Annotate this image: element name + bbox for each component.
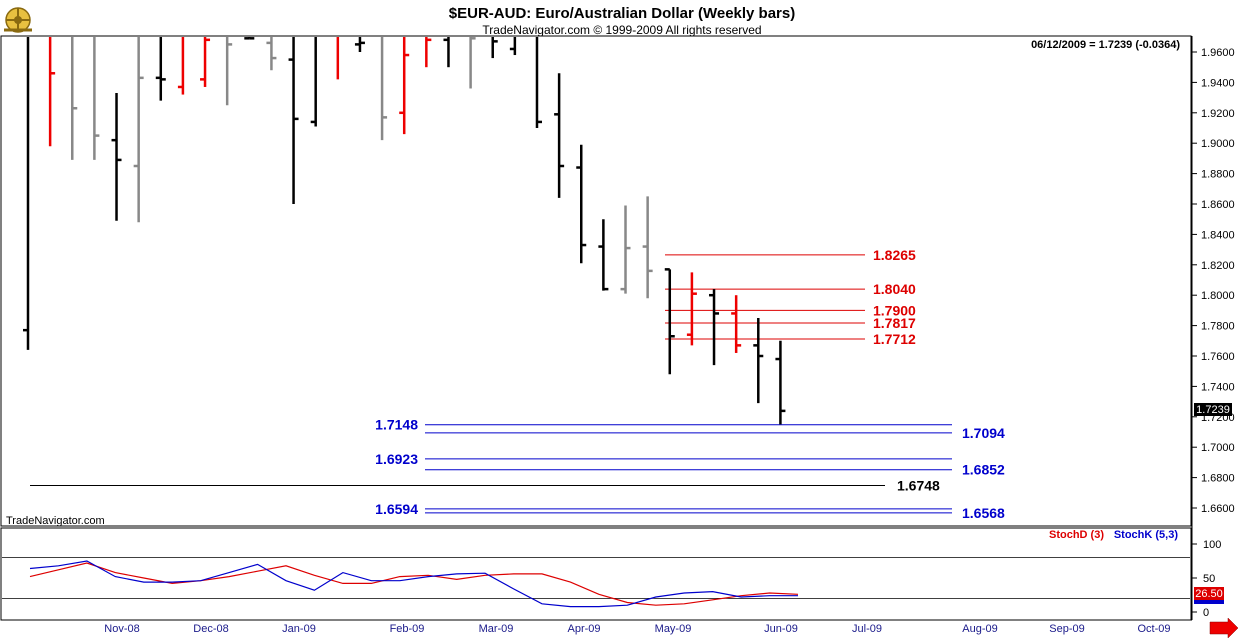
watermark: TradeNavigator.com xyxy=(6,515,105,527)
ohlc-bar xyxy=(399,37,410,135)
y-tick-label: 1.8600 xyxy=(1201,199,1235,211)
y-tick-label: 1.7400 xyxy=(1201,381,1235,393)
resistance-label: 1.7900 xyxy=(873,302,916,318)
ohlc-bar xyxy=(491,37,498,59)
ohlc-bar xyxy=(23,37,30,350)
stochd-line xyxy=(29,562,799,606)
ohlc-bar xyxy=(753,318,764,404)
x-tick-label: May-09 xyxy=(655,623,692,635)
ohlc-bar xyxy=(443,37,450,68)
quote-readout: 06/12/2009 = 1.7239 (-0.0364) xyxy=(1031,39,1180,51)
support-label-right: 1.6852 xyxy=(962,462,1005,478)
stochastic-panel xyxy=(0,527,1192,621)
ohlc-bar xyxy=(598,219,609,291)
x-tick-label: Jul-09 xyxy=(852,623,882,635)
resistance-label: 1.8040 xyxy=(873,281,916,297)
ohlc-bar xyxy=(775,340,786,425)
stoch-last-label: 26.50 xyxy=(1195,588,1223,600)
y-tick-label: 1.8800 xyxy=(1201,169,1235,181)
resistance-label: 1.7817 xyxy=(873,315,916,331)
ohlc-bar xyxy=(93,37,100,160)
y-tick-label: 1.8400 xyxy=(1201,229,1235,241)
y-tick-label: 1.6600 xyxy=(1201,503,1235,515)
y-tick-label: 1.9000 xyxy=(1201,138,1235,150)
resistance-label: 1.8265 xyxy=(873,247,916,263)
x-tick-label: Mar-09 xyxy=(479,623,514,635)
ohlc-bar xyxy=(425,37,432,68)
ohlc-bar xyxy=(354,37,365,52)
stochk-legend: StochK (5,3) xyxy=(1114,529,1179,541)
ohlc-bar xyxy=(155,37,166,101)
key-level-label: 1.6748 xyxy=(897,478,940,494)
x-tick-label: Feb-09 xyxy=(390,623,425,635)
ohlc-bar xyxy=(620,205,631,294)
ohlc-bar xyxy=(731,295,742,353)
ohlc-bar xyxy=(225,37,233,106)
ohlc-bar xyxy=(380,37,388,141)
y-tick-label: 1.7000 xyxy=(1201,442,1235,454)
support-label-left: 1.6923 xyxy=(375,451,418,467)
x-tick-label: Jun-09 xyxy=(764,623,798,635)
ohlc-bar xyxy=(554,73,565,198)
ohlc-bar xyxy=(111,93,122,221)
last-price-tag xyxy=(1194,403,1232,416)
ohlc-bar xyxy=(642,196,653,299)
price-panel xyxy=(0,35,1192,527)
stochk-last-tag xyxy=(1194,600,1224,604)
ohlc-bar xyxy=(576,144,587,264)
x-tick-label: Apr-09 xyxy=(567,623,600,635)
y-tick-label: 1.6800 xyxy=(1201,473,1235,485)
ohlc-bar xyxy=(469,37,476,89)
ohlc-bar xyxy=(200,37,211,87)
ohlc-bar xyxy=(71,37,78,160)
scroll-right-arrow-icon[interactable] xyxy=(1209,617,1239,639)
x-tick-label: Jan-09 xyxy=(282,623,316,635)
chart-subtitle: TradeNavigator.com © 1999-2009 All right… xyxy=(482,23,761,37)
stochk-line xyxy=(29,560,798,608)
stoch-tick-label: 100 xyxy=(1203,539,1221,551)
ohlc-bar xyxy=(709,289,720,366)
ohlc-bar xyxy=(266,37,277,71)
x-tick-label: Dec-08 xyxy=(193,623,228,635)
y-tick-label: 1.9400 xyxy=(1201,77,1235,89)
ohlc-bar xyxy=(686,272,697,346)
ohlc-bar xyxy=(177,37,185,95)
ohlc-bar xyxy=(509,37,517,56)
chart-title: $EUR-AUD: Euro/Australian Dollar (Weekly… xyxy=(449,5,795,22)
stoch-last-tag xyxy=(1194,587,1224,600)
resistance-label: 1.7712 xyxy=(873,331,916,347)
ohlc-bar xyxy=(310,37,317,127)
ship-wheel-logo-icon[interactable] xyxy=(4,7,32,33)
y-tick-label: 1.8200 xyxy=(1201,260,1235,272)
y-tick-label: 1.7600 xyxy=(1201,351,1235,363)
ohlc-bar xyxy=(244,37,255,40)
x-tick-label: Nov-08 xyxy=(104,623,139,635)
support-label-left: 1.6594 xyxy=(375,501,418,517)
ohlc-bar xyxy=(48,37,56,147)
ohlc-bar xyxy=(535,37,542,128)
stoch-tick-label: 50 xyxy=(1203,573,1215,585)
x-tick-label: Oct-09 xyxy=(1137,623,1170,635)
y-tick-label: 1.8000 xyxy=(1201,290,1235,302)
support-label-right: 1.6568 xyxy=(962,505,1005,521)
ohlc-bar xyxy=(288,37,299,204)
stoch-tick-label: 0 xyxy=(1203,607,1209,619)
ohlc-bar xyxy=(133,37,144,223)
x-tick-label: Aug-09 xyxy=(962,623,997,635)
support-label-left: 1.7148 xyxy=(375,417,418,433)
x-tick-label: Sep-09 xyxy=(1049,623,1084,635)
y-tick-label: 1.7800 xyxy=(1201,321,1235,333)
y-tick-label: 1.9600 xyxy=(1201,47,1235,59)
y-tick-label: 1.9200 xyxy=(1201,108,1235,120)
support-label-right: 1.7094 xyxy=(962,425,1005,441)
stochd-legend: StochD (3) xyxy=(1049,529,1104,541)
ohlc-bar xyxy=(664,268,675,375)
last-price-label: 1.7239 xyxy=(1196,404,1230,416)
